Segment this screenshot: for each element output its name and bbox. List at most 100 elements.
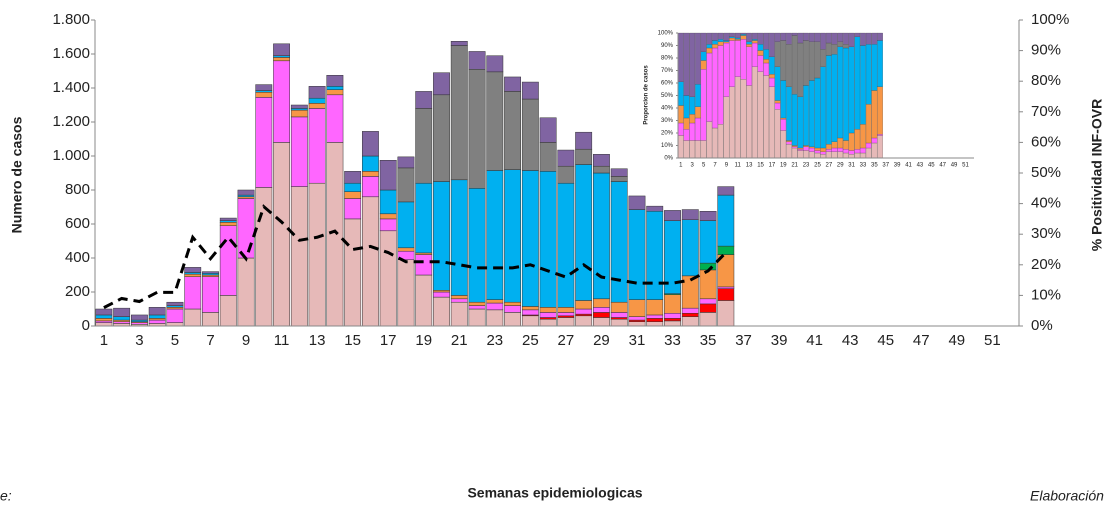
bar-segment — [689, 32, 696, 97]
bar-segment — [877, 40, 883, 87]
bar-segment — [740, 35, 747, 40]
x-tick-label: 37 — [882, 163, 889, 169]
bar-segment — [202, 274, 219, 277]
bar-segment — [757, 55, 764, 72]
bar-segment — [379, 189, 397, 215]
bar-segment — [610, 181, 628, 303]
bar-segment — [763, 49, 770, 60]
bar-segment — [379, 230, 397, 327]
bar-segment — [184, 272, 202, 275]
bar-segment — [786, 44, 792, 87]
bar-segment — [681, 219, 699, 277]
bar-segment — [344, 171, 362, 184]
bar-segment — [706, 47, 713, 54]
bar-segment — [344, 191, 362, 199]
x-tick-label: 11 — [735, 163, 742, 169]
bar-segment — [786, 32, 792, 45]
bar-segment — [723, 32, 730, 41]
x-tick-label: 47 — [939, 163, 946, 169]
x-axis-title: Semanas epidemiologicas — [467, 485, 642, 501]
bar-segment — [397, 247, 415, 252]
bar-segment — [557, 315, 575, 318]
bar-segment — [763, 75, 770, 159]
bar-segment — [521, 170, 539, 307]
bar-segment — [664, 313, 681, 319]
bar-segment — [712, 32, 718, 41]
bar-segment — [877, 32, 883, 41]
bar-segment — [791, 146, 798, 149]
bar-segment — [166, 301, 184, 306]
bar-segment — [734, 76, 741, 159]
bar-segment — [130, 314, 148, 321]
x-tick-label: 23 — [803, 163, 810, 169]
bar-segment — [717, 245, 735, 255]
bar-segment — [113, 316, 131, 321]
bar-segment — [646, 205, 664, 212]
bar-segment — [763, 62, 770, 76]
bar-segment — [95, 322, 113, 327]
bar-segment — [95, 314, 113, 319]
bar-segment — [678, 122, 684, 136]
bar-segment — [814, 152, 821, 159]
bar-segment — [308, 103, 326, 109]
x-tick-label: 31 — [629, 332, 646, 349]
bar-segment — [774, 41, 781, 67]
bar-segment — [699, 312, 717, 327]
bar-segment — [539, 171, 557, 308]
bar-segment — [723, 42, 730, 97]
bar-segment — [786, 86, 792, 141]
bar-segment — [843, 32, 849, 45]
bar-segment — [575, 313, 593, 317]
x-tick-label: 37 — [735, 332, 752, 349]
x-tick-label: 21 — [451, 332, 468, 349]
y2-tick-label: 60% — [1031, 133, 1061, 150]
bar-segment — [539, 307, 557, 313]
bar-segment — [843, 140, 849, 150]
bar-segment — [837, 151, 844, 159]
bar-segment — [202, 276, 219, 313]
y-tick-label: 1.000 — [52, 147, 90, 164]
bar-segment — [610, 301, 628, 313]
x-tick-label: 3 — [135, 332, 143, 349]
bar-segment — [610, 176, 628, 182]
bar-segment — [397, 201, 415, 249]
bar-segment — [820, 66, 826, 149]
bar-segment — [746, 85, 752, 159]
bar-segment — [848, 150, 855, 155]
bar-segment — [628, 316, 646, 321]
bar-segment — [166, 307, 184, 310]
bar-segment — [397, 167, 415, 203]
bar-segment — [700, 140, 707, 159]
bar-segment — [791, 32, 798, 36]
bar-segment — [433, 291, 450, 298]
bar-segment — [695, 140, 701, 159]
x-tick-label: 35 — [871, 163, 878, 169]
bar-segment — [255, 90, 273, 93]
bar-segment — [344, 182, 362, 192]
y-tick-label: 0 — [82, 317, 90, 334]
bar-segment — [361, 131, 379, 157]
x-tick-label: 45 — [928, 163, 935, 169]
bar-segment — [723, 40, 730, 42]
x-tick-label: 49 — [948, 332, 965, 349]
x-tick-label: 29 — [593, 332, 610, 349]
bar-segment — [803, 145, 809, 147]
bar-segment — [712, 44, 718, 49]
bar-segment — [814, 77, 821, 149]
bar-segment — [831, 147, 838, 152]
bar-segment — [557, 312, 575, 317]
bar-segment — [683, 95, 690, 119]
bar-segment — [734, 40, 741, 77]
bar-segment — [681, 316, 699, 327]
bar-segment — [326, 86, 344, 90]
bar-segment — [504, 312, 522, 327]
x-tick-label: 33 — [860, 163, 867, 169]
bar-segment — [717, 186, 735, 196]
bar-segment — [791, 147, 798, 159]
bar-segment — [273, 60, 291, 143]
y-tick-label: 200 — [65, 283, 90, 300]
bar-segment — [712, 40, 718, 45]
bar-segment — [695, 84, 701, 107]
bar-segment — [871, 90, 878, 139]
